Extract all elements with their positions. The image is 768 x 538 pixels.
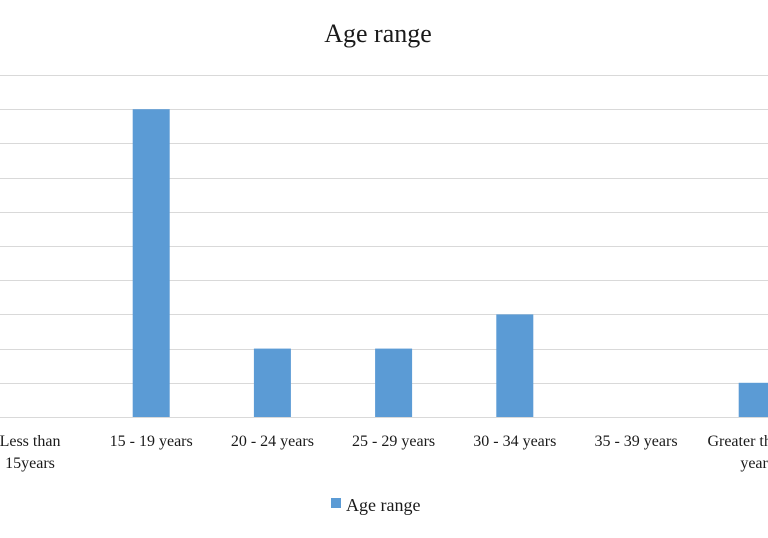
x-tick-label-line: Less than: [0, 433, 60, 450]
x-tick-label-line: 25 - 29 years: [352, 433, 435, 450]
x-tick-label-line: 15 - 19 years: [110, 433, 193, 450]
legend: Age range: [331, 495, 420, 515]
x-tick-label: 25 - 29 years: [352, 433, 435, 450]
x-axis-tick-labels: Less than 15years 15 - 19 years 20 - 24 yea…: [0, 433, 768, 472]
legend-swatch-age-range: [331, 498, 341, 508]
x-tick-label: 35 - 39 years: [594, 433, 677, 450]
bar: [496, 314, 534, 417]
bar: [253, 348, 291, 417]
bar: [738, 382, 768, 417]
x-tick-label: 15 - 19 years: [110, 433, 193, 450]
x-tick-label-line: 20 - 24 years: [231, 433, 314, 450]
legend-label-age-range: Age range: [346, 495, 420, 515]
bar: [132, 109, 170, 417]
x-tick-label: Greater than 40 years: [707, 433, 768, 472]
x-tick-label-line: years: [740, 455, 768, 472]
x-tick-label: Less than 15years: [0, 433, 60, 472]
bars-group: [132, 109, 768, 417]
bar: [375, 348, 413, 417]
chart-title: Age range: [324, 19, 432, 48]
x-tick-label-line: 35 - 39 years: [594, 433, 677, 450]
gridlines: [0, 75, 768, 418]
x-tick-label: 30 - 34 years: [473, 433, 556, 450]
x-tick-label-line: 30 - 34 years: [473, 433, 556, 450]
x-tick-label: 20 - 24 years: [231, 433, 314, 450]
x-tick-label-line: 15years: [5, 455, 55, 472]
x-tick-label-line: Greater than 40: [707, 433, 768, 450]
